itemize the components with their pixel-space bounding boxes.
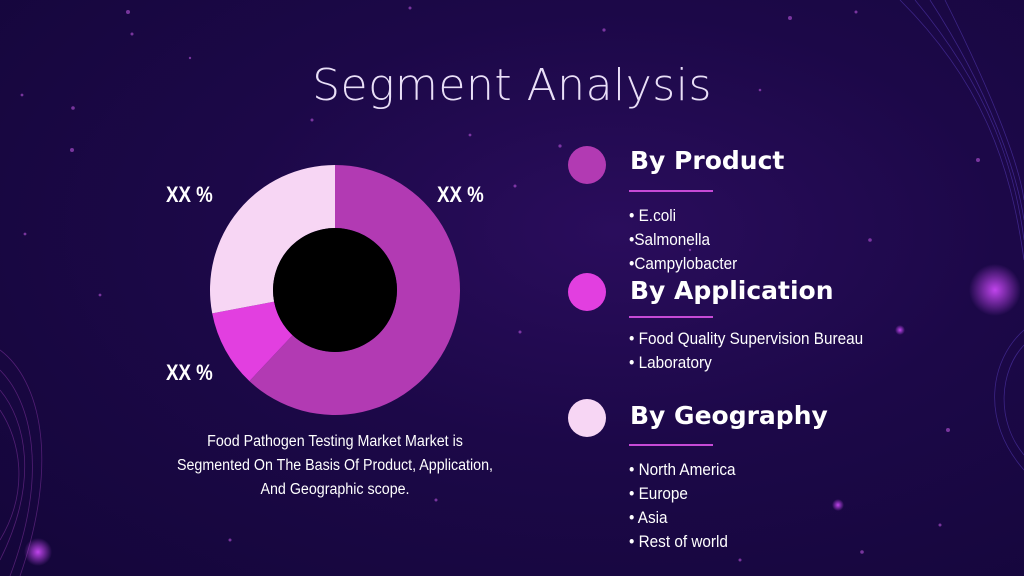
donut-chart (210, 165, 460, 415)
donut-hole (273, 228, 397, 352)
star-dots (20, 6, 980, 562)
list-item: •Campylobacter (629, 254, 738, 273)
segment-by-application: By Application • Food Quality Supervisio… (568, 273, 1008, 386)
segment-item-list: • E.coli •Salmonella •Campylobacter (629, 204, 749, 276)
heading-underline (629, 316, 713, 318)
wave-lines-right (899, 0, 1024, 471)
wave-lines-left (0, 349, 43, 576)
slice-label-light: XX % (166, 182, 213, 207)
segment-by-geography: By Geography • North America • Europe • … (568, 399, 1008, 561)
donut-slice-0 (249, 165, 460, 415)
segment-item-list: • Food Quality Supervision Bureau • Labo… (629, 327, 889, 375)
slide-title: Segment Analysis (312, 60, 712, 111)
product-bullet-icon (568, 146, 606, 184)
list-item: •Salmonella (629, 230, 711, 249)
heading-underline (629, 444, 713, 446)
segment-by-product: By Product • E.coli •Salmonella •Campylo… (568, 146, 1008, 276)
geography-bullet-icon (568, 399, 606, 437)
donut-slice-1 (212, 301, 293, 382)
chart-caption: Food Pathogen Testing Market Market is S… (176, 433, 494, 498)
list-item: • North America (629, 460, 736, 479)
segment-heading: By Product (630, 146, 785, 175)
list-item: • Food Quality Supervision Bureau (629, 329, 864, 348)
segment-item-list: • North America • Europe • Asia • Rest o… (629, 458, 747, 554)
list-item: • E.coli (629, 206, 677, 225)
list-item: • Asia (629, 508, 668, 527)
application-bullet-icon (568, 273, 606, 311)
list-item: • Laboratory (629, 353, 712, 372)
heading-underline (629, 190, 713, 192)
slice-label-magenta: XX % (166, 360, 213, 385)
segment-heading: By Geography (630, 401, 828, 430)
slice-label-purple: XX % (437, 182, 484, 207)
donut-chart-area: XX % XX % XX % (150, 150, 520, 430)
glow-particles (24, 264, 1021, 566)
list-item: • Rest of world (629, 532, 728, 551)
list-item: • Europe (629, 484, 688, 503)
donut-slice-2 (210, 165, 335, 314)
segment-heading: By Application (630, 276, 834, 305)
